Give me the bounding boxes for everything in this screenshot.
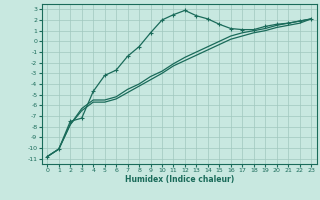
X-axis label: Humidex (Indice chaleur): Humidex (Indice chaleur)	[124, 175, 234, 184]
